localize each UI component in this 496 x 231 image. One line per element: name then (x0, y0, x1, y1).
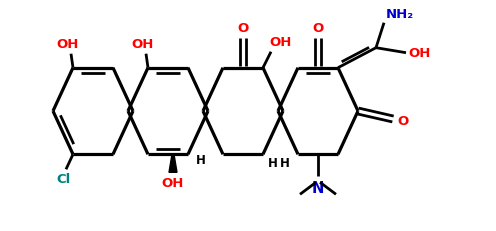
Text: OH: OH (162, 176, 184, 189)
Text: N: N (312, 180, 324, 195)
Text: OH: OH (57, 37, 79, 51)
Text: OH: OH (132, 37, 154, 51)
Text: H: H (268, 156, 278, 169)
Text: H: H (196, 153, 206, 166)
Text: OH: OH (269, 36, 291, 49)
Text: O: O (312, 22, 323, 35)
Text: O: O (238, 22, 248, 35)
Text: O: O (397, 115, 408, 128)
Polygon shape (169, 155, 177, 173)
Text: NH₂: NH₂ (386, 8, 414, 21)
Text: H: H (280, 156, 290, 169)
Text: Cl: Cl (56, 173, 70, 185)
Text: OH: OH (408, 47, 431, 60)
